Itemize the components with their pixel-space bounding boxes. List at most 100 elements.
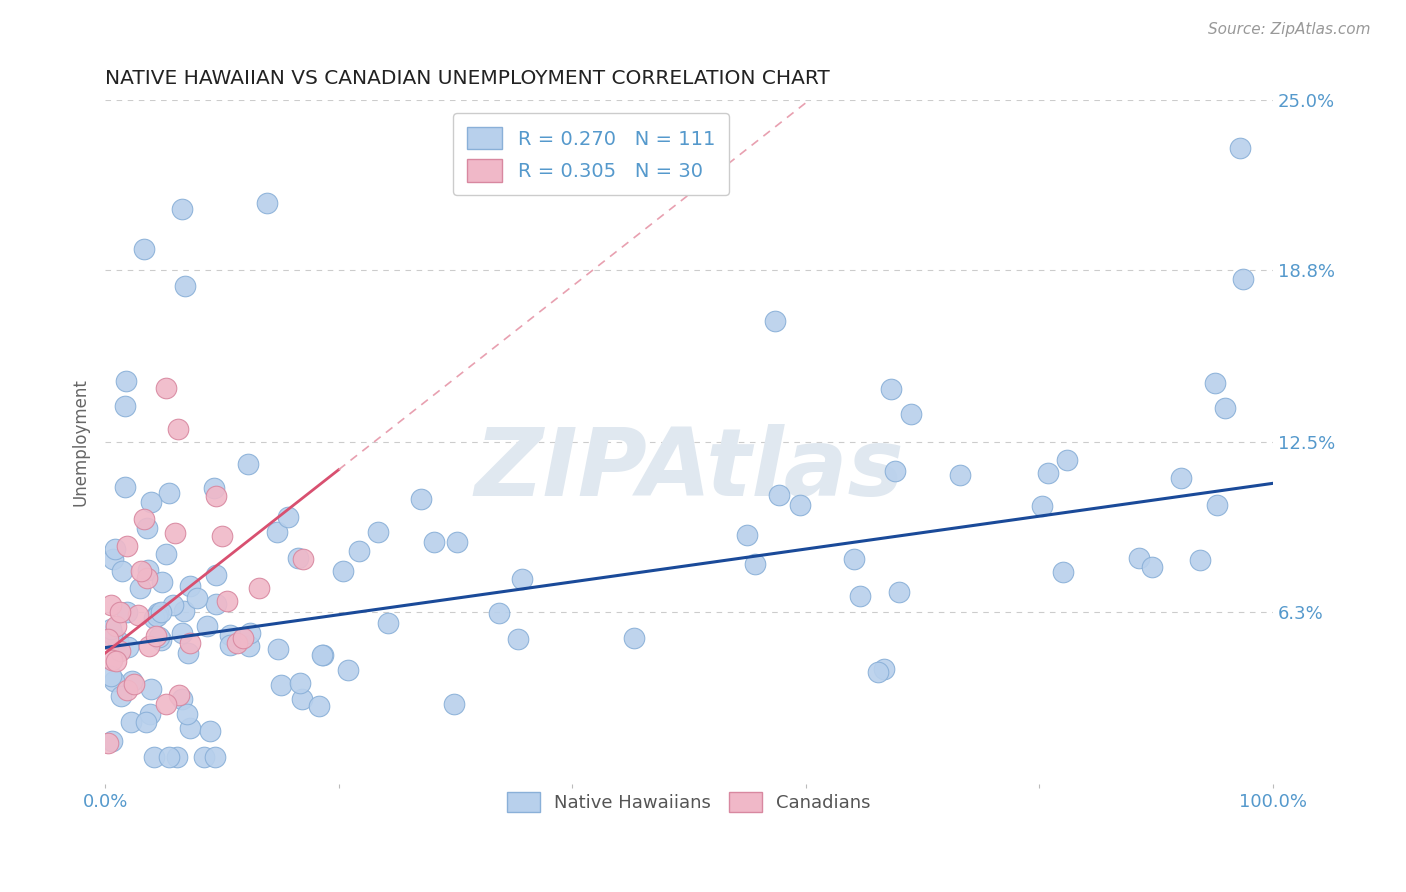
Point <box>198 724 221 739</box>
Point <box>949 467 972 482</box>
Point <box>104 654 127 668</box>
Point <box>887 585 910 599</box>
Point <box>174 279 197 293</box>
Point <box>218 628 240 642</box>
Point <box>290 692 312 706</box>
Point <box>127 608 149 623</box>
Point <box>136 521 159 535</box>
Point <box>1170 470 1192 484</box>
Point <box>103 552 125 566</box>
Point <box>308 699 330 714</box>
Point <box>167 688 190 702</box>
Point <box>101 627 124 641</box>
Point <box>115 374 138 388</box>
Point <box>149 605 172 619</box>
Point <box>377 615 399 630</box>
Point <box>236 457 259 471</box>
Point <box>218 638 240 652</box>
Point <box>105 619 128 633</box>
Point <box>884 464 907 478</box>
Point <box>100 599 122 613</box>
Point <box>132 242 155 256</box>
Point <box>866 665 889 680</box>
Legend: Native Hawaiians, Canadians: Native Hawaiians, Canadians <box>496 780 882 823</box>
Point <box>205 489 228 503</box>
Point <box>193 750 215 764</box>
Point <box>239 625 262 640</box>
Point <box>135 571 157 585</box>
Point <box>367 524 389 539</box>
Point <box>149 632 172 647</box>
Point <box>238 639 260 653</box>
Point <box>1142 560 1164 574</box>
Point <box>120 714 142 729</box>
Point <box>170 626 193 640</box>
Point <box>155 697 177 711</box>
Point <box>880 382 903 396</box>
Point <box>1038 467 1060 481</box>
Point <box>170 202 193 216</box>
Point <box>179 721 201 735</box>
Point <box>423 535 446 549</box>
Point <box>155 547 177 561</box>
Point <box>1205 498 1227 512</box>
Point <box>873 662 896 676</box>
Point <box>142 750 165 764</box>
Point <box>129 564 152 578</box>
Point <box>217 594 239 608</box>
Point <box>204 750 226 764</box>
Point <box>1056 453 1078 467</box>
Point <box>121 673 143 688</box>
Point <box>623 631 645 645</box>
Text: NATIVE HAWAIIAN VS CANADIAN UNEMPLOYMENT CORRELATION CHART: NATIVE HAWAIIAN VS CANADIAN UNEMPLOYMENT… <box>105 69 830 87</box>
Point <box>1213 401 1236 415</box>
Point <box>110 689 132 703</box>
Point <box>122 677 145 691</box>
Point <box>186 591 208 605</box>
Point <box>226 636 249 650</box>
Point <box>1232 271 1254 285</box>
Point <box>145 628 167 642</box>
Point <box>247 581 270 595</box>
Y-axis label: Unemployment: Unemployment <box>72 378 89 507</box>
Point <box>114 399 136 413</box>
Point <box>789 498 811 512</box>
Point <box>232 632 254 646</box>
Point <box>288 676 311 690</box>
Point <box>510 572 533 586</box>
Point <box>287 550 309 565</box>
Point <box>111 564 134 578</box>
Point <box>277 509 299 524</box>
Point <box>115 682 138 697</box>
Point <box>103 674 125 689</box>
Point <box>165 525 187 540</box>
Point <box>172 691 194 706</box>
Point <box>446 535 468 549</box>
Point <box>155 380 177 394</box>
Point <box>256 195 278 210</box>
Point <box>136 563 159 577</box>
Point <box>108 644 131 658</box>
Point <box>157 486 180 500</box>
Point <box>1189 552 1212 566</box>
Text: ZIPAtlas: ZIPAtlas <box>474 424 904 516</box>
Point <box>115 605 138 619</box>
Point <box>763 314 786 328</box>
Point <box>202 481 225 495</box>
Point <box>1128 550 1150 565</box>
Point <box>270 678 292 692</box>
Point <box>104 542 127 557</box>
Point <box>146 607 169 621</box>
Text: Source: ZipAtlas.com: Source: ZipAtlas.com <box>1208 22 1371 37</box>
Point <box>506 632 529 646</box>
Point <box>488 606 510 620</box>
Point <box>347 544 370 558</box>
Point <box>115 539 138 553</box>
Point <box>1204 376 1226 390</box>
Point <box>409 491 432 506</box>
Point <box>842 551 865 566</box>
Point <box>768 488 790 502</box>
Point <box>129 581 152 595</box>
Point <box>266 524 288 539</box>
Point <box>443 697 465 711</box>
